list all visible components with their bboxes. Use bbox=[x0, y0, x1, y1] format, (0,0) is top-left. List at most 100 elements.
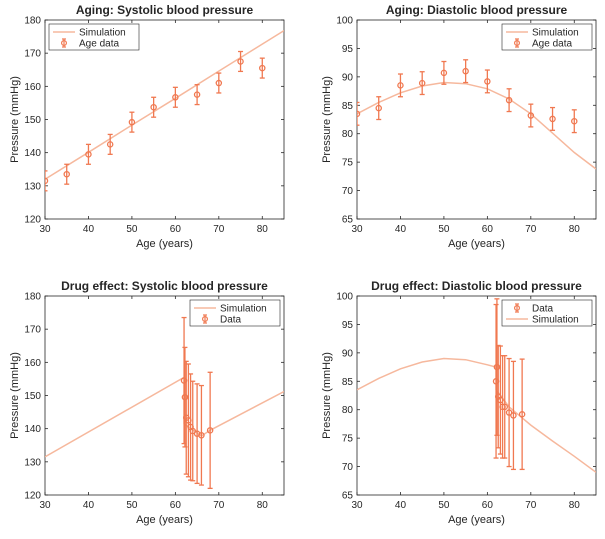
y-tick-label: 70 bbox=[342, 186, 354, 197]
simulation-line bbox=[45, 376, 284, 458]
y-tick-label: 120 bbox=[24, 491, 41, 502]
y-tick-label: 160 bbox=[24, 358, 41, 369]
y-tick-label: 85 bbox=[342, 101, 354, 112]
data-point bbox=[215, 72, 223, 94]
legend-marker-swatch bbox=[513, 305, 520, 312]
y-tick-label: 150 bbox=[24, 115, 41, 126]
simulation-line bbox=[357, 357, 596, 473]
data-marker bbox=[501, 403, 508, 411]
data-point bbox=[493, 298, 501, 436]
chart-title: Drug effect: Diastolic blood pressure bbox=[371, 279, 582, 293]
chart-panel-4: 30 40 50 60 70 80 65 70 75 80 85 90 95 100 Drug effect… bbox=[321, 279, 597, 526]
y-axis-label: Pressure (mmHg) bbox=[321, 76, 333, 163]
y-tick-label: 180 bbox=[24, 16, 41, 27]
plot-series bbox=[45, 316, 284, 490]
x-tick-label: 50 bbox=[126, 500, 138, 511]
data-point bbox=[237, 50, 244, 73]
y-axis-label: Pressure (mmHg) bbox=[321, 352, 333, 439]
chart-title: Aging: Systolic blood pressure bbox=[76, 3, 254, 17]
data-point bbox=[198, 384, 205, 486]
data-marker bbox=[193, 91, 201, 98]
y-tick-label: 100 bbox=[336, 292, 353, 303]
x-tick-label: 30 bbox=[39, 500, 51, 511]
y-tick-label: 75 bbox=[342, 434, 354, 445]
y-axis-label: Pressure (mmHg) bbox=[9, 352, 21, 439]
simulation-line bbox=[357, 81, 596, 170]
plot-series bbox=[45, 29, 284, 192]
x-axis-label: Age (years) bbox=[448, 238, 505, 250]
data-point bbox=[85, 143, 92, 165]
x-tick-label: 60 bbox=[482, 500, 494, 511]
x-axis-label: Age (years) bbox=[136, 514, 193, 526]
x-tick-label: 80 bbox=[569, 224, 581, 235]
data-marker bbox=[493, 363, 501, 371]
data-marker bbox=[462, 67, 469, 75]
y-tick-label: 170 bbox=[24, 49, 41, 60]
data-marker bbox=[549, 115, 556, 123]
plot-series bbox=[357, 298, 596, 473]
y-tick-label: 90 bbox=[342, 348, 354, 359]
data-marker bbox=[63, 170, 70, 178]
data-marker bbox=[397, 82, 404, 89]
legend-entry-label: Age data bbox=[532, 39, 572, 50]
data-marker bbox=[198, 432, 205, 439]
y-tick-label: 130 bbox=[24, 457, 41, 468]
data-marker bbox=[440, 69, 448, 77]
x-tick-label: 80 bbox=[257, 224, 269, 235]
x-tick-label: 40 bbox=[395, 500, 407, 511]
legend-marker-swatch bbox=[513, 39, 520, 46]
x-tick-label: 40 bbox=[83, 500, 95, 511]
legend-entry-label: Data bbox=[532, 304, 554, 315]
data-point bbox=[518, 358, 526, 471]
x-tick-label: 30 bbox=[351, 224, 363, 235]
data-point bbox=[63, 163, 70, 185]
data-point bbox=[397, 73, 404, 98]
x-tick-label: 50 bbox=[438, 224, 450, 235]
chart-title: Drug effect: Systolic blood pressure bbox=[61, 279, 268, 293]
y-tick-label: 180 bbox=[24, 292, 41, 303]
data-point bbox=[45, 170, 49, 192]
y-tick-label: 80 bbox=[342, 129, 354, 140]
data-marker bbox=[237, 58, 244, 65]
data-marker bbox=[518, 411, 526, 418]
data-point bbox=[181, 346, 189, 448]
data-marker bbox=[484, 78, 491, 85]
data-point bbox=[510, 360, 517, 471]
data-point bbox=[172, 86, 179, 108]
y-tick-label: 95 bbox=[342, 44, 354, 55]
y-tick-label: 95 bbox=[342, 320, 354, 331]
data-marker bbox=[375, 104, 382, 112]
chart-title: Aging: Diastolic blood pressure bbox=[386, 3, 568, 17]
y-tick-label: 85 bbox=[342, 377, 354, 388]
legend-entry-label: Simulation bbox=[532, 315, 579, 326]
chart-panel-3: 30 40 50 60 70 80 120 130 140 150 160 170 180 Drug ef… bbox=[9, 279, 285, 526]
x-tick-label: 70 bbox=[525, 500, 537, 511]
x-tick-label: 60 bbox=[170, 500, 182, 511]
x-tick-label: 30 bbox=[351, 500, 363, 511]
y-tick-label: 65 bbox=[342, 215, 354, 226]
legend-entry-label: Simulation bbox=[79, 28, 126, 39]
legend-entry-label: Age data bbox=[79, 39, 119, 50]
legend-marker-swatch bbox=[202, 316, 209, 323]
data-point bbox=[357, 101, 361, 126]
data-point bbox=[571, 109, 578, 134]
data-point bbox=[375, 96, 382, 121]
y-tick-label: 130 bbox=[24, 181, 41, 192]
y-tick-label: 65 bbox=[342, 491, 354, 502]
x-tick-label: 80 bbox=[257, 500, 269, 511]
data-marker bbox=[510, 412, 517, 419]
data-marker bbox=[106, 141, 114, 148]
x-tick-label: 80 bbox=[569, 500, 581, 511]
chart-panel-2: 30 40 50 60 70 80 65 70 75 80 85 90 95 100 Aging: Dias… bbox=[321, 3, 597, 250]
data-marker bbox=[505, 96, 513, 104]
data-point bbox=[440, 60, 448, 85]
data-point bbox=[492, 303, 500, 459]
data-marker bbox=[45, 177, 49, 185]
data-marker bbox=[505, 409, 513, 416]
data-marker bbox=[357, 110, 361, 118]
data-point bbox=[501, 355, 508, 459]
data-marker bbox=[150, 103, 157, 111]
